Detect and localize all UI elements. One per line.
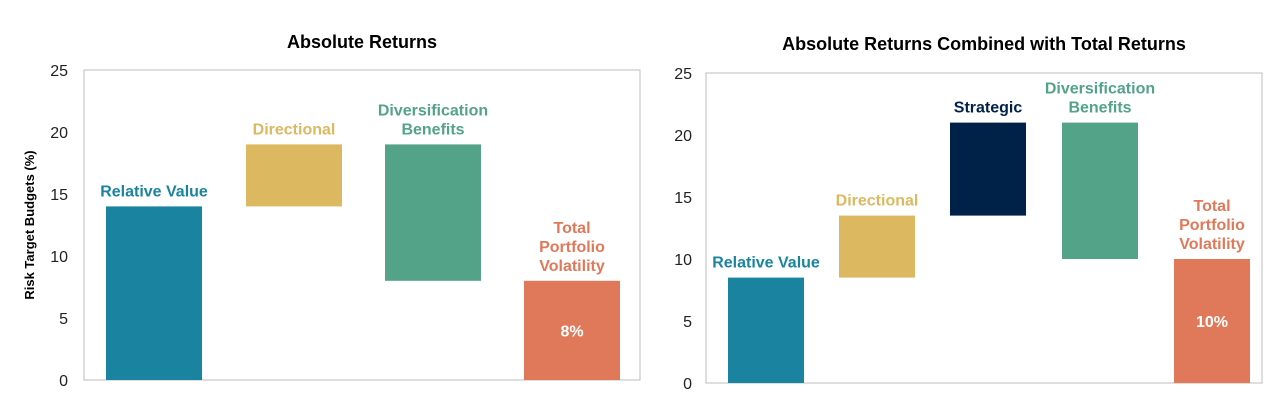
chart-1-y-axis-label: Risk Target Budgets (%) <box>22 150 37 299</box>
chart-2-bar-5-label: Volatility <box>1179 236 1245 253</box>
chart-2-ytick-label: 25 <box>674 66 692 83</box>
chart-2-bar-1 <box>728 277 804 383</box>
chart-1-bar-3-label: Benefits <box>401 121 464 138</box>
chart-1-bar-3-label: Diversification <box>378 102 488 119</box>
chart-1-bar-3 <box>385 144 481 281</box>
chart-2-bar-5 <box>1174 259 1250 383</box>
chart-1-ytick-label: 25 <box>50 63 68 80</box>
chart-1-bar-4-label: Total <box>553 220 590 237</box>
chart-2-bar-3-label: Strategic <box>954 100 1023 117</box>
chart-1-bar-2 <box>246 144 342 207</box>
chart-1-bar-1-label: Relative Value <box>100 183 208 200</box>
chart-2-bar-5-label: Portfolio <box>1179 217 1245 234</box>
chart-2-bar-2-label: Directional <box>836 193 919 210</box>
chart-2-bar-4-label: Diversification <box>1045 81 1155 98</box>
chart-2-bar-1-label: Relative Value <box>712 255 820 272</box>
chart-2-ytick-label: 5 <box>683 314 692 331</box>
chart-1-bar-4 <box>524 280 620 380</box>
chart-1-ytick-label: 10 <box>50 249 68 266</box>
chart-2-bar-5-value-label: 10% <box>1196 314 1228 331</box>
chart-1-title: Absolute Returns <box>287 32 437 52</box>
chart-1-plot-frame <box>83 69 641 381</box>
chart-2-bar-4 <box>1062 122 1138 259</box>
chart-1-ytick-label: 5 <box>59 311 68 328</box>
chart-1-bar-4-label: Portfolio <box>539 239 605 256</box>
chart-1-ytick-label: 20 <box>50 125 68 142</box>
chart-2-ytick-label: 15 <box>674 190 692 207</box>
chart-1-bar-4-label: Volatility <box>539 258 605 275</box>
chart-1-ytick-label: 0 <box>59 373 68 390</box>
chart-2-ytick-label: 0 <box>683 376 692 393</box>
chart-1-ytick-label: 15 <box>50 187 68 204</box>
chart-2-bar-3 <box>950 122 1026 216</box>
chart-2-ytick-label: 10 <box>674 252 692 269</box>
chart-2-bar-5-label: Total <box>1193 198 1230 215</box>
chart-2-bar-4-label: Benefits <box>1068 100 1131 117</box>
chart-2-ytick-label: 20 <box>674 128 692 145</box>
chart-1-bar-4-value-label: 8% <box>560 323 583 340</box>
chart-1-bar-2-label: Directional <box>253 121 336 138</box>
chart-2-title: Absolute Returns Combined with Total Ret… <box>782 34 1186 54</box>
chart-2-bar-2 <box>839 215 915 278</box>
chart-1-bar-1 <box>106 206 202 380</box>
chart-2-plot-frame <box>705 72 1263 384</box>
